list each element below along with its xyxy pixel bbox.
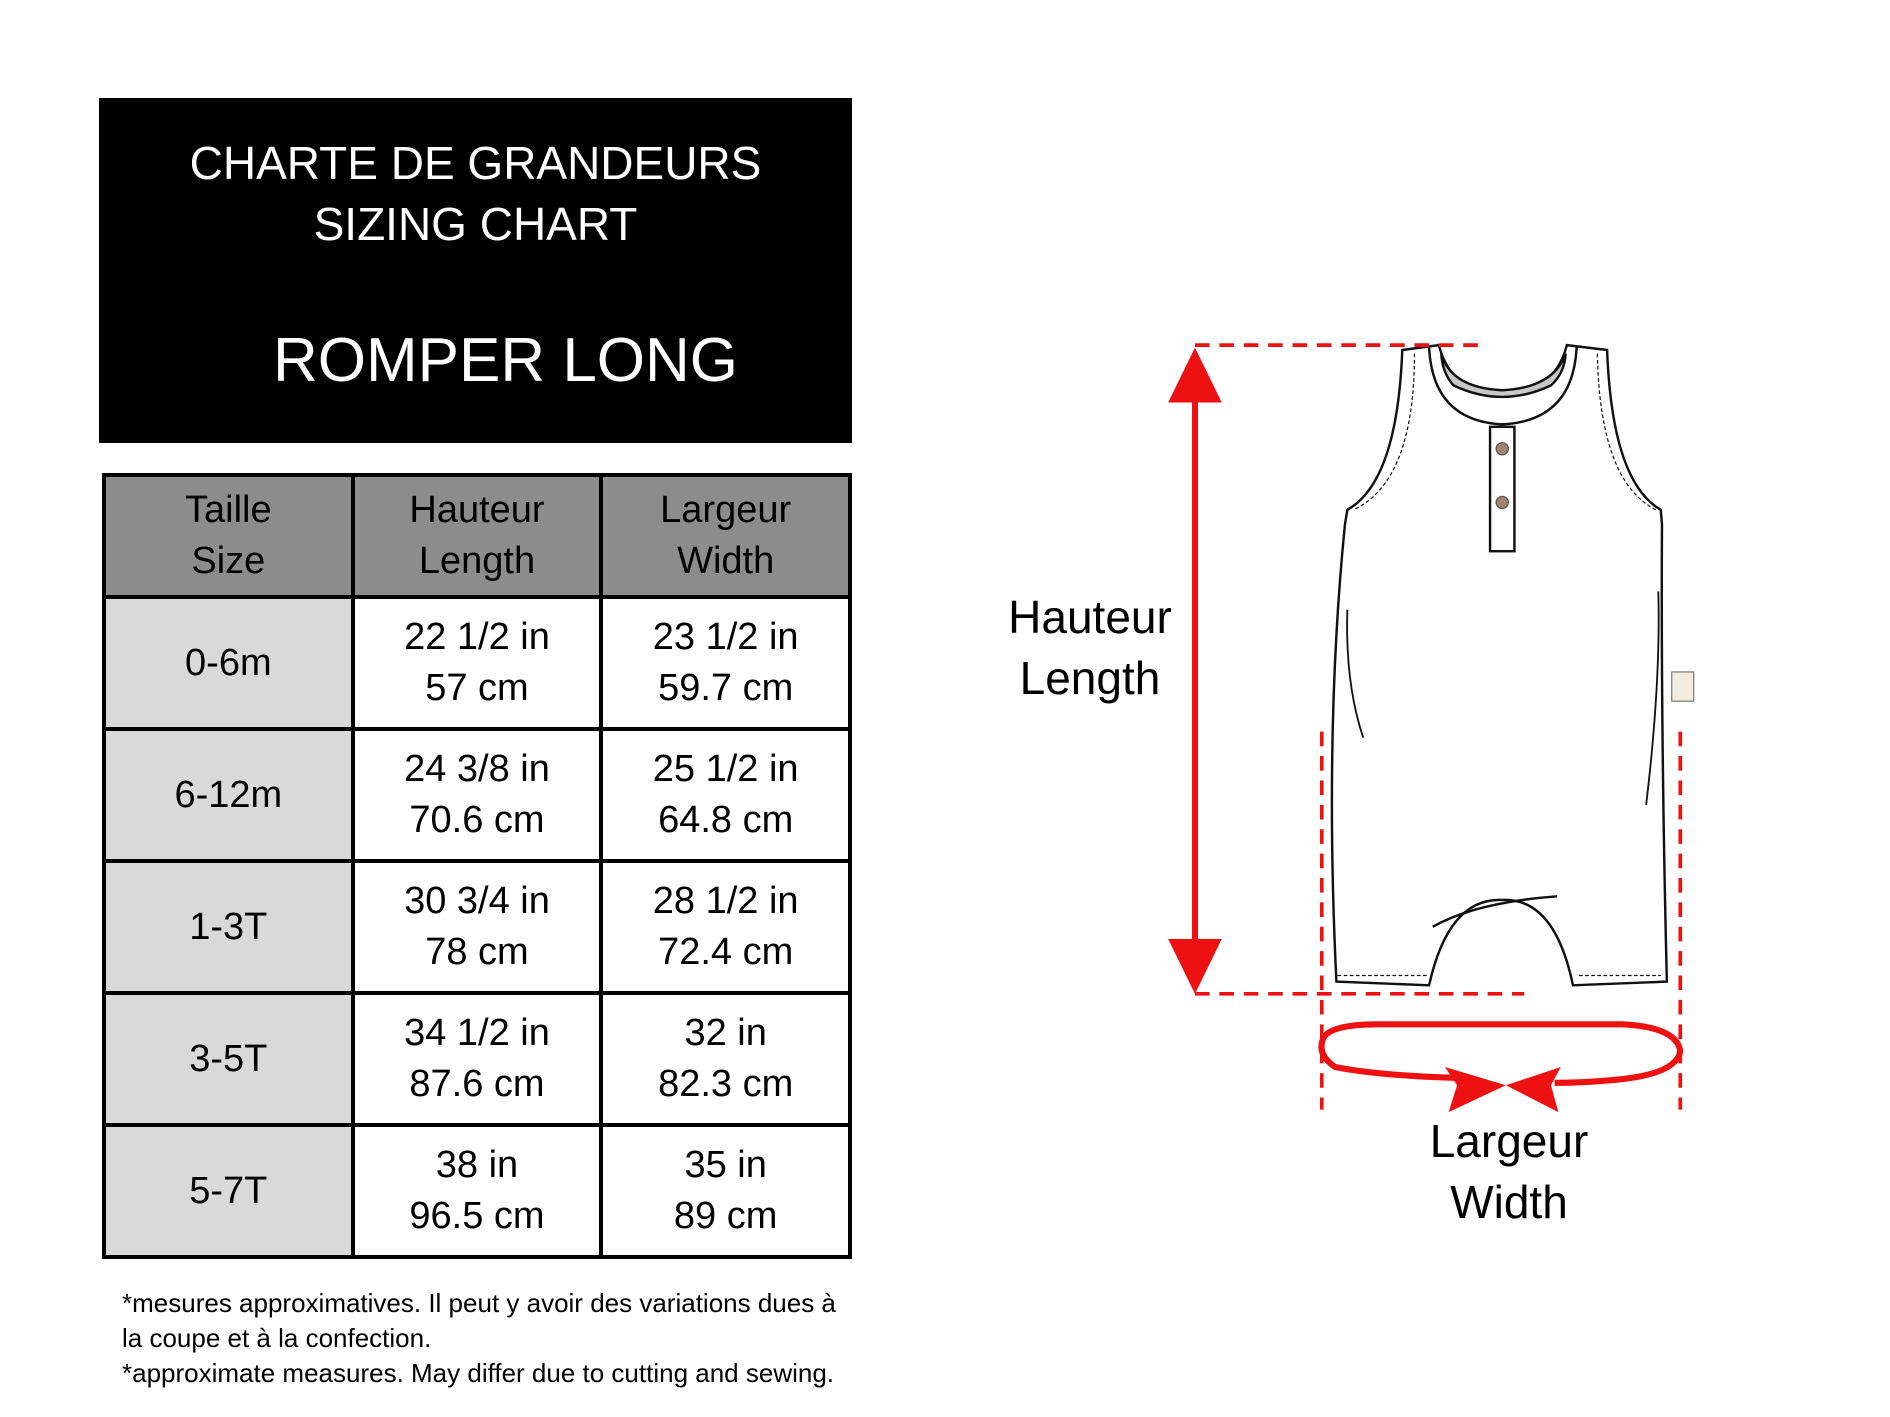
table-row: 3-5T 34 1/2 in 87.6 cm 32 in 82.3 cm — [102, 991, 852, 1127]
title-english: SIZING CHART — [313, 198, 638, 250]
width-cm: 59.7 cm — [658, 667, 794, 709]
length-cm: 70.6 cm — [409, 799, 545, 841]
arrow-up-icon — [1168, 347, 1222, 403]
footnote-line: *approximate measures. May differ due to… — [122, 1358, 835, 1388]
length-cell: 38 in 96.5 cm — [350, 1123, 604, 1259]
header-en: Length — [418, 540, 536, 582]
length-cm: 87.6 cm — [409, 1063, 545, 1105]
width-in: 32 in — [684, 1012, 767, 1054]
length-cell: 22 1/2 in 57 cm — [350, 595, 604, 731]
arrow-down-icon — [1168, 938, 1222, 994]
column-header-size: Taille Size — [102, 473, 355, 599]
header-fr: Largeur — [660, 489, 792, 531]
table-row: 5-7T 38 in 96.5 cm 35 in 89 cm — [102, 1123, 852, 1259]
width-cm: 72.4 cm — [658, 931, 794, 973]
length-cell: 34 1/2 in 87.6 cm — [350, 991, 604, 1127]
button-icon — [1495, 442, 1509, 456]
length-cell: 30 3/4 in 78 cm — [350, 859, 604, 995]
header-en: Size — [191, 540, 266, 582]
sizing-table: Taille Size Hauteur Length Largeur Width 0-… — [102, 473, 852, 1259]
title-french: CHARTE DE GRANDEURS — [189, 137, 762, 189]
length-label-fr: Hauteur — [1008, 591, 1172, 643]
romper-outline — [1330, 343, 1669, 987]
width-cell: 28 1/2 in 72.4 cm — [599, 859, 852, 995]
width-label-fr: Largeur — [1429, 1115, 1589, 1167]
size-cell: 0-6m — [102, 595, 355, 731]
width-measure — [1318, 731, 1684, 1113]
arrow-left-icon — [1505, 1066, 1561, 1113]
arrow-right-icon — [1444, 1066, 1506, 1113]
width-cell: 35 in 89 cm — [599, 1123, 852, 1259]
header-en: Width — [677, 540, 775, 582]
length-in: 34 1/2 in — [404, 1012, 550, 1054]
size-cell: 5-7T — [102, 1123, 355, 1259]
width-cm: 82.3 cm — [658, 1063, 794, 1105]
length-label: Hauteur Length — [965, 587, 1215, 709]
title-banner: CHARTE DE GRANDEURS SIZING CHART ROMPER … — [99, 98, 852, 443]
width-in: 25 1/2 in — [652, 748, 799, 790]
length-label-en: Length — [1019, 652, 1161, 704]
footnote: *mesures approximatives. Il peut y avoir… — [122, 1286, 836, 1391]
length-cell: 24 3/8 in 70.6 cm — [350, 727, 604, 863]
header-fr: Hauteur — [409, 489, 545, 531]
product-name: ROMPER LONG — [272, 326, 739, 395]
length-in: 30 3/4 in — [404, 880, 550, 922]
table-row: 1-3T 30 3/4 in 78 cm 28 1/2 in 72.4 cm — [102, 859, 852, 995]
length-cm: 78 cm — [425, 931, 529, 973]
width-cm: 89 cm — [673, 1195, 778, 1237]
size-cell: 1-3T — [102, 859, 355, 995]
width-in: 23 1/2 in — [652, 616, 799, 658]
footnote-line: *mesures approximatives. Il peut y avoir… — [122, 1288, 836, 1318]
neckline-inner — [1440, 353, 1567, 399]
neck-binding — [1427, 347, 1578, 426]
width-loop — [1318, 1021, 1684, 1086]
width-in: 28 1/2 in — [652, 880, 799, 922]
column-header-width: Largeur Width — [599, 473, 852, 599]
length-in: 22 1/2 in — [404, 616, 550, 658]
size-cell: 6-12m — [102, 727, 355, 863]
table-row: 6-12m 24 3/8 in 70.6 cm 25 1/2 in 64.8 cm — [102, 727, 852, 863]
width-in: 35 in — [684, 1144, 767, 1186]
width-cm: 64.8 cm — [658, 799, 794, 841]
button-icon — [1495, 495, 1509, 510]
column-header-length: Hauteur Length — [350, 473, 604, 599]
header-fr: Taille — [185, 489, 272, 531]
length-cm: 57 cm — [425, 667, 529, 709]
width-label: Largeur Width — [1384, 1111, 1634, 1233]
width-label-en: Width — [1450, 1176, 1568, 1228]
length-measure — [1168, 343, 1525, 996]
length-in: 38 in — [435, 1144, 519, 1186]
width-cell: 32 in 82.3 cm — [599, 991, 852, 1127]
footnote-line: la coupe et à la confection. — [122, 1323, 432, 1353]
table-header-row: Taille Size Hauteur Length Largeur Width — [102, 473, 852, 599]
size-cell: 3-5T — [102, 991, 355, 1127]
width-cell: 25 1/2 in 64.8 cm — [599, 727, 852, 863]
width-cell: 23 1/2 in 59.7 cm — [599, 595, 852, 731]
table-row: 0-6m 22 1/2 in 57 cm 23 1/2 in 59.7 cm — [102, 595, 852, 731]
romper-illustration — [1330, 343, 1695, 987]
brand-tag — [1671, 671, 1695, 702]
length-in: 24 3/8 in — [404, 748, 550, 790]
length-cm: 96.5 cm — [409, 1195, 545, 1237]
